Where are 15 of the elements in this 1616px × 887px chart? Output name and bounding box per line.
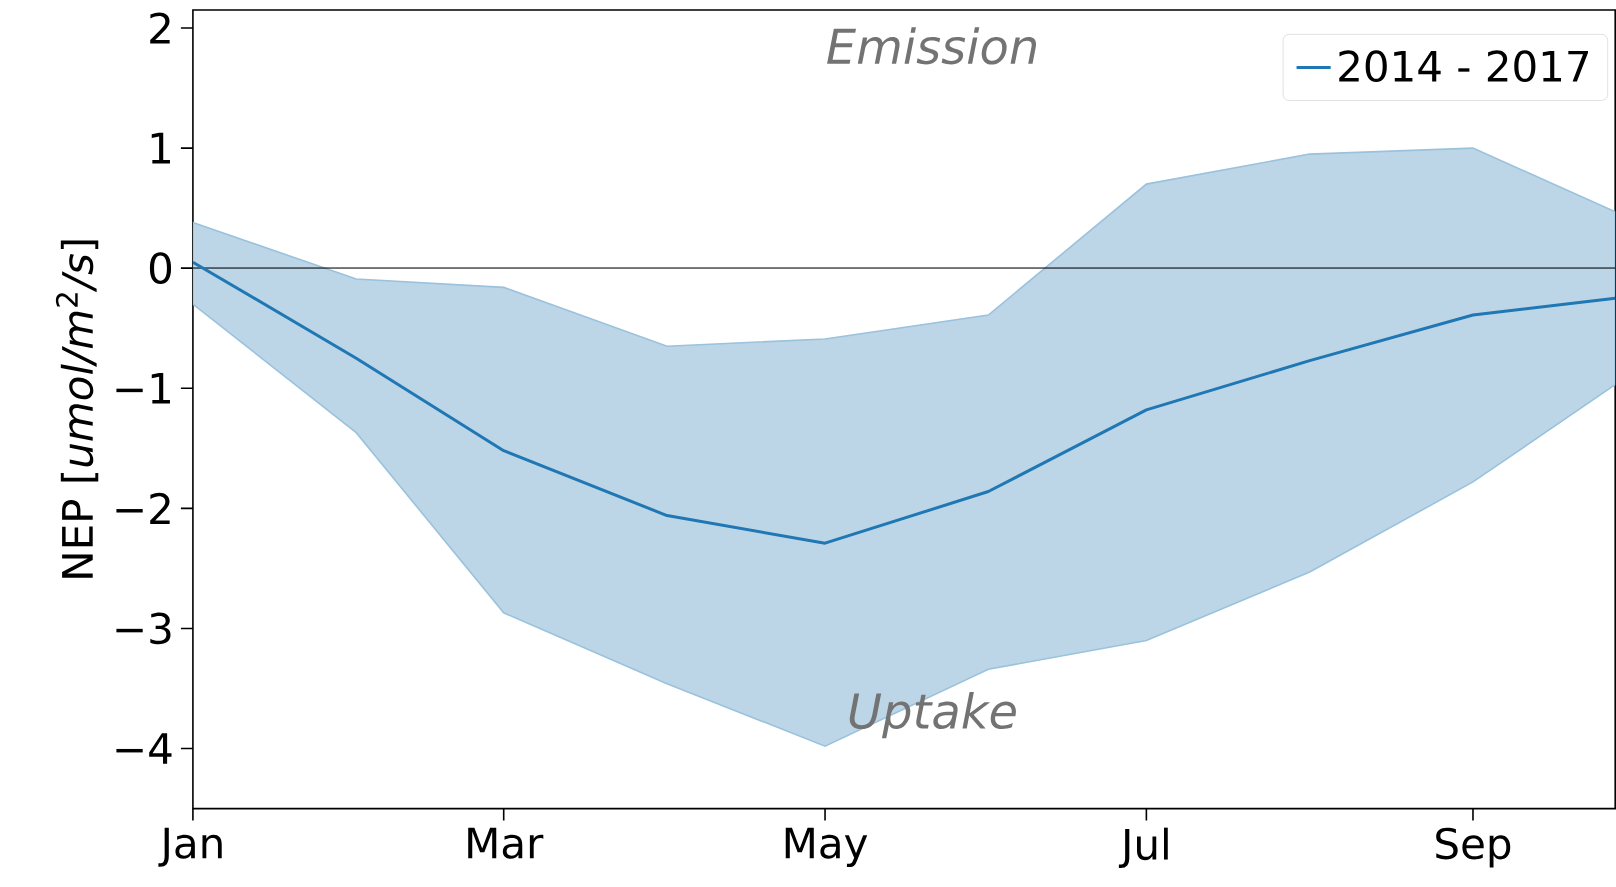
y-tick-label: −4 [116, 733, 172, 765]
y-tick-label: 1 [151, 133, 170, 164]
x-tick-label: Mar [468, 827, 544, 860]
legend-label: 2014 - 2017 [1339, 50, 1588, 83]
y-tick-label: −1 [116, 373, 170, 404]
x-tick-label: Jan [158, 827, 222, 867]
y-tick-label: 2 [150, 12, 170, 44]
x-tick-label: Sep [1436, 827, 1511, 868]
y-tick-label: −2 [116, 492, 170, 525]
y-axis-title: NEP [umol/m$^{2}$/s] [55, 240, 99, 578]
annotation: Emission [827, 27, 1037, 65]
y-tick-label: −3 [116, 612, 171, 645]
x-tick-label: May [785, 827, 868, 868]
y-tick-label: 0 [149, 252, 172, 285]
x-tick-label: Jul [1118, 827, 1168, 869]
